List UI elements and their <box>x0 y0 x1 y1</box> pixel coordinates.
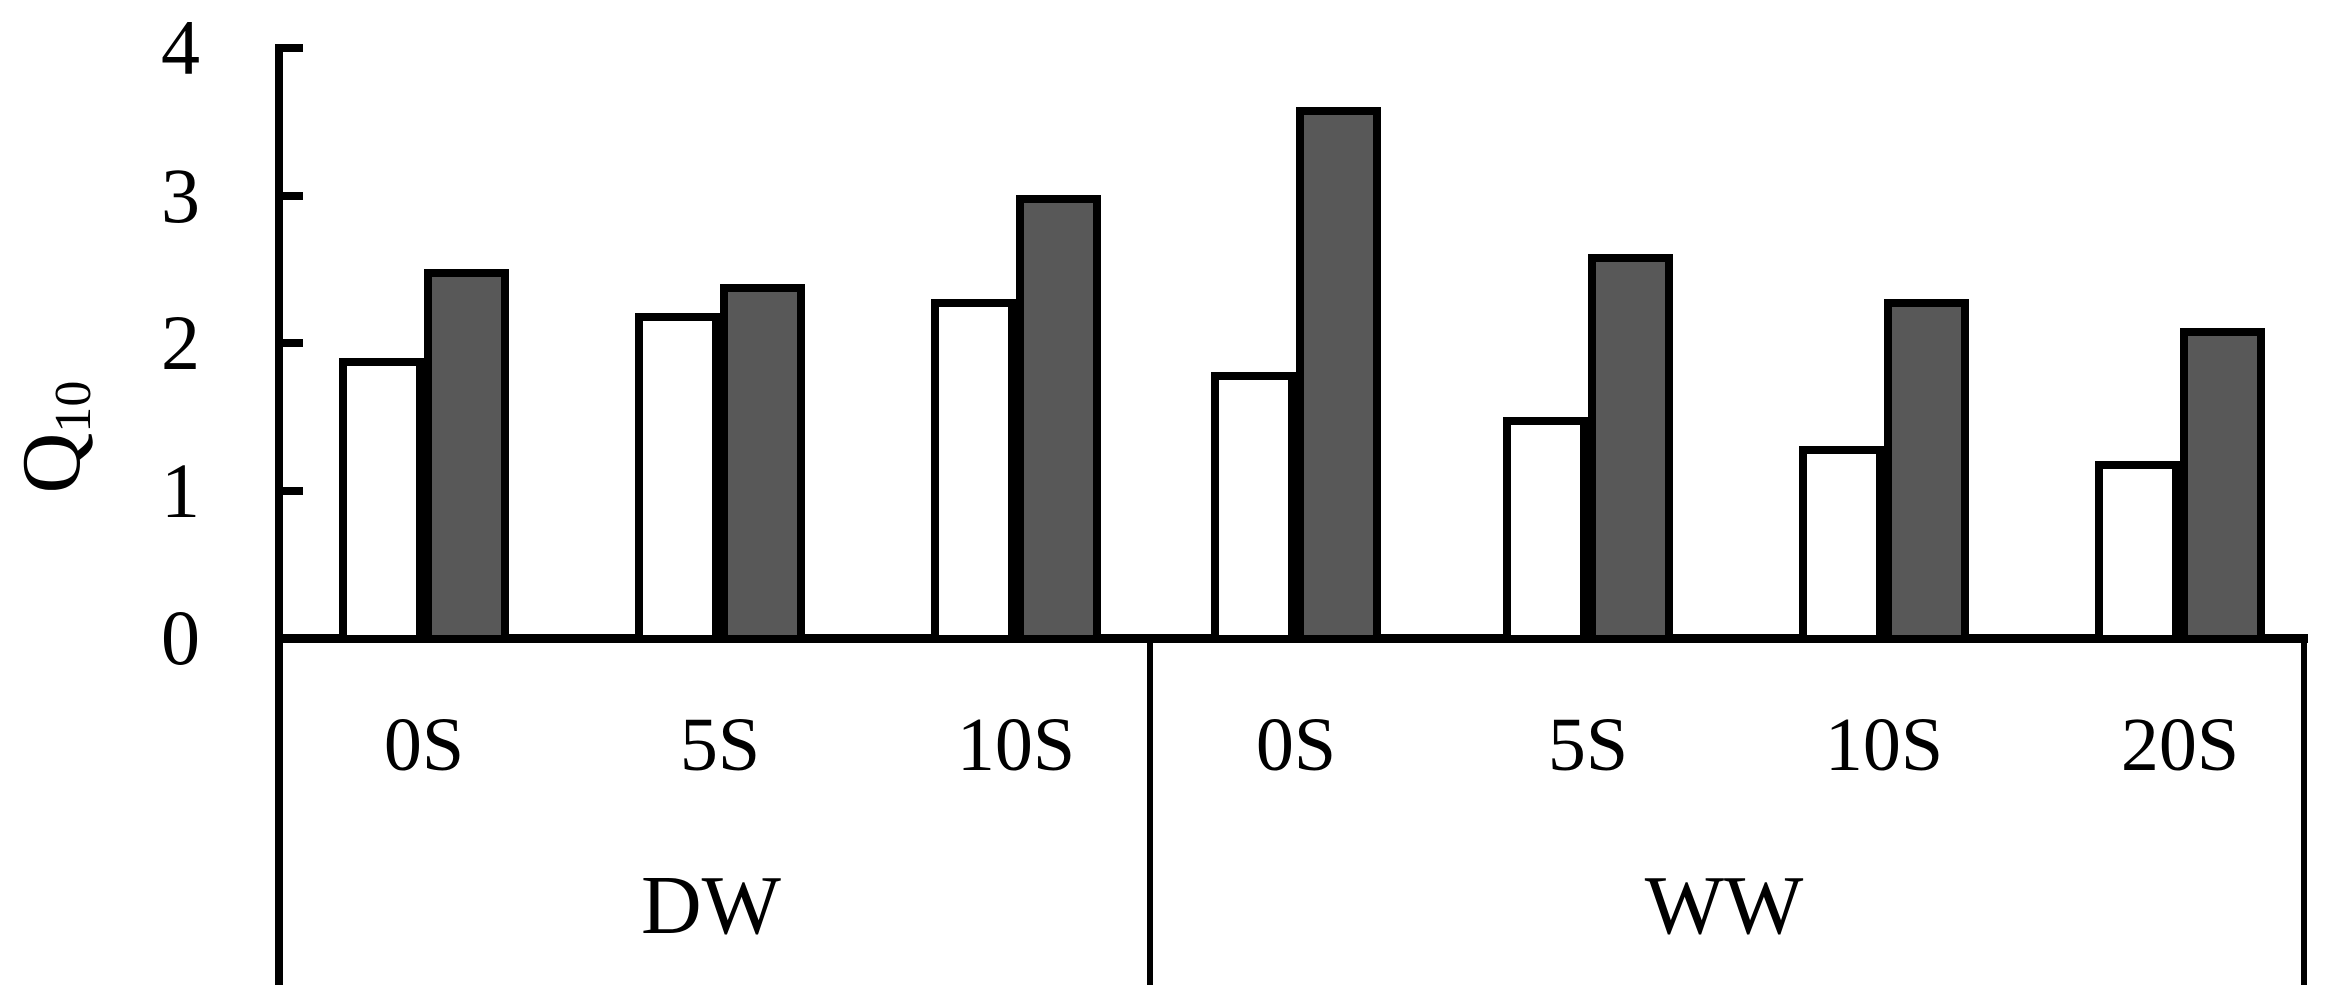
group-label-WW: WW <box>1644 859 1804 952</box>
bar-WW-10S-filled-bars <box>1884 299 1969 643</box>
y-tick-label-1: 1 <box>161 446 200 534</box>
bar-WW-5S-filled-bars <box>1588 254 1673 643</box>
y-axis-line <box>275 44 283 985</box>
category-label-WW-5S: 5S <box>1547 703 1629 787</box>
y-tick-1 <box>275 486 303 495</box>
y-tick-label-0: 0 <box>161 594 200 681</box>
y-tick-2 <box>275 339 303 347</box>
bar-DW-5S-filled-bars <box>720 284 805 643</box>
bar-DW-5S-open-bars <box>635 313 720 643</box>
y-axis-title-subscript: 10 <box>45 380 103 433</box>
category-label-WW-20S: 20S <box>2120 703 2240 787</box>
category-label-DW-5S: 5S <box>679 703 761 787</box>
y-tick-label-4: 4 <box>161 4 200 91</box>
right-box-line <box>2301 634 2307 985</box>
bar-WW-5S-open-bars <box>1503 417 1588 643</box>
bar-WW-20S-open-bars <box>2095 461 2180 643</box>
category-label-WW-10S: 10S <box>1824 703 1944 787</box>
y-tick-label-3: 3 <box>161 151 200 239</box>
category-label-DW-10S: 10S <box>956 703 1076 787</box>
bar-WW-0S-open-bars <box>1211 372 1296 643</box>
y-tick-label-2: 2 <box>161 299 200 386</box>
y-tick-4 <box>275 44 303 52</box>
category-label-DW-0S: 0S <box>383 703 465 787</box>
bar-DW-10S-filled-bars <box>1016 195 1101 643</box>
category-label-WW-0S: 0S <box>1255 703 1337 787</box>
y-tick-3 <box>275 191 303 200</box>
group-divider-line <box>1147 634 1153 985</box>
bar-DW-0S-open-bars <box>339 358 424 643</box>
bar-WW-0S-filled-bars <box>1296 107 1381 643</box>
bar-WW-20S-filled-bars <box>2180 328 2265 643</box>
bar-DW-0S-filled-bars <box>424 269 509 643</box>
group-label-DW: DW <box>641 859 781 952</box>
bar-DW-10S-open-bars <box>931 299 1016 643</box>
bar-WW-10S-open-bars <box>1799 446 1884 643</box>
